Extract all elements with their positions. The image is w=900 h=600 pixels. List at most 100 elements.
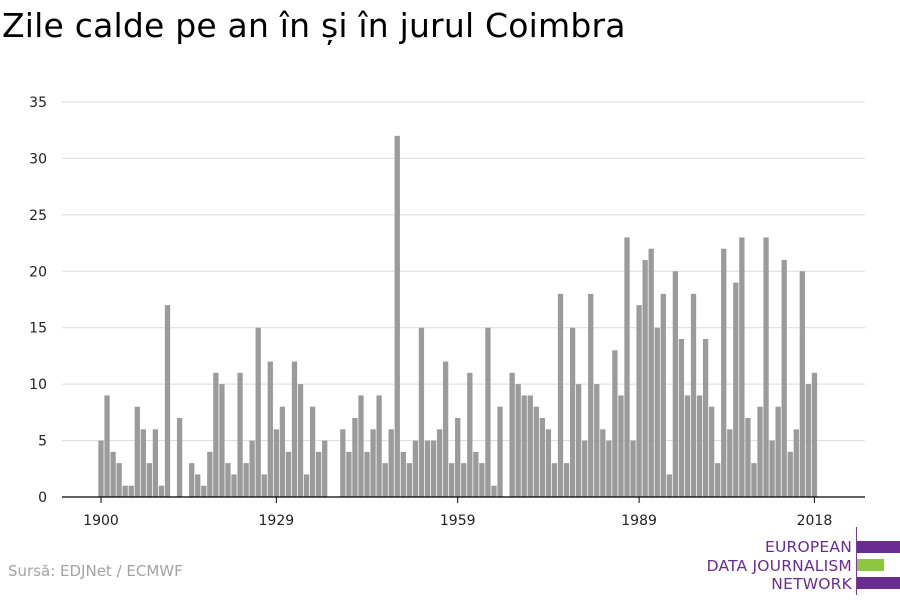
bar-1908 xyxy=(146,463,153,497)
bar-1984 xyxy=(606,440,612,497)
bar-2000 xyxy=(702,339,709,497)
y-tick-label: 30 xyxy=(29,151,47,167)
bar-1985 xyxy=(612,350,618,497)
bar-1968 xyxy=(509,372,515,497)
bar-1937 xyxy=(322,440,328,497)
bar-1922 xyxy=(231,474,237,497)
bar-1927 xyxy=(261,474,267,497)
bar-2006 xyxy=(739,237,745,497)
x-tick-label: 1929 xyxy=(259,513,295,529)
bar-2005 xyxy=(733,282,739,497)
bar-2003 xyxy=(721,248,727,497)
chart-title: Zile calde pe an în și în jurul Coimbra xyxy=(2,6,626,45)
bar-1960 xyxy=(461,463,467,497)
bar-1990 xyxy=(642,260,648,497)
logo-bar-green xyxy=(857,559,884,571)
bar-1972 xyxy=(533,406,539,497)
logo-line-1: EUROPEAN xyxy=(764,538,852,556)
bar-1963 xyxy=(479,463,485,497)
bar-1977 xyxy=(563,463,570,497)
bar-1995 xyxy=(672,271,679,497)
bar-1917 xyxy=(201,485,207,497)
bar-1996 xyxy=(678,339,685,497)
bar-2018 xyxy=(811,372,818,497)
bar-1965 xyxy=(491,485,497,497)
y-tick-label: 10 xyxy=(29,377,47,393)
bar-1905 xyxy=(128,485,134,497)
bar-1958 xyxy=(449,463,455,497)
bar-1980 xyxy=(582,440,588,497)
y-tick-label: 35 xyxy=(29,95,47,111)
bar-1906 xyxy=(134,406,140,497)
bar-1903 xyxy=(116,463,122,497)
bar-1964 xyxy=(485,327,491,497)
bar-1955 xyxy=(430,440,437,497)
bar-1924 xyxy=(243,463,249,497)
bar-1961 xyxy=(467,372,473,497)
bar-1942 xyxy=(352,418,358,497)
bar-1998 xyxy=(690,293,697,497)
bar-2016 xyxy=(799,271,805,497)
bar-1993 xyxy=(660,293,666,497)
bar-1954 xyxy=(424,440,431,497)
x-tick-label: 1989 xyxy=(621,513,657,529)
bar-2001 xyxy=(709,406,715,497)
bar-2010 xyxy=(763,237,769,497)
y-tick-label: 5 xyxy=(38,434,47,450)
x-axis: 1900 1929 1959 1989 2018 xyxy=(62,496,865,529)
bar-1925 xyxy=(249,440,255,497)
logo-bar-purple-top xyxy=(857,541,900,553)
bar-1947 xyxy=(382,463,388,497)
logo-line-3: NETWORK xyxy=(771,575,852,593)
y-tick-label: 25 xyxy=(29,208,47,224)
bar-1978 xyxy=(569,327,576,497)
bar-2009 xyxy=(757,406,763,497)
bar-2004 xyxy=(727,429,733,497)
bar-1919 xyxy=(213,372,219,497)
bar-1949 xyxy=(394,135,400,498)
bar-2014 xyxy=(787,451,793,497)
bar-1943 xyxy=(358,395,364,497)
bar-1987 xyxy=(624,237,630,497)
y-tick-label: 20 xyxy=(29,264,47,280)
bar-1953 xyxy=(418,327,425,497)
bar-1926 xyxy=(255,327,261,497)
bar-1975 xyxy=(551,463,558,497)
bar-1928 xyxy=(267,361,273,497)
bar-1970 xyxy=(521,395,527,497)
y-tick-label: 15 xyxy=(29,321,47,337)
bar-1976 xyxy=(557,293,564,497)
bar-1979 xyxy=(575,384,582,497)
x-tick-label: 2018 xyxy=(797,513,833,529)
bar-1923 xyxy=(237,372,243,497)
bar-1962 xyxy=(473,451,479,497)
y-tick-label: 0 xyxy=(38,490,47,506)
bar-1966 xyxy=(497,406,503,497)
bar-1999 xyxy=(696,395,703,497)
bar-1909 xyxy=(152,429,159,497)
bar-2015 xyxy=(793,429,799,497)
x-tick-label: 1959 xyxy=(440,513,476,529)
bar-1913 xyxy=(176,418,183,497)
bar-1974 xyxy=(545,429,552,497)
bar-1918 xyxy=(207,451,213,497)
bar-2017 xyxy=(805,384,812,497)
bar-1907 xyxy=(140,429,146,497)
bar-1969 xyxy=(515,384,521,497)
bar-1950 xyxy=(400,451,406,497)
bar-1952 xyxy=(412,440,419,497)
bar-1997 xyxy=(684,395,691,497)
bar-2011 xyxy=(769,440,775,497)
edjnet-logo: EUROPEAN DATA JOURNALISM NETWORK xyxy=(696,527,900,597)
bar-1957 xyxy=(442,361,449,497)
bar-1945 xyxy=(370,429,376,497)
bar-1986 xyxy=(618,395,624,497)
bar-1935 xyxy=(309,406,316,497)
bar-2008 xyxy=(751,463,757,497)
bar-1936 xyxy=(316,451,322,497)
bar-1904 xyxy=(122,485,128,497)
bar-1983 xyxy=(600,429,606,497)
source-note: Sursă: EDJNet / ECMWF xyxy=(8,562,183,580)
bar-1941 xyxy=(346,451,352,497)
